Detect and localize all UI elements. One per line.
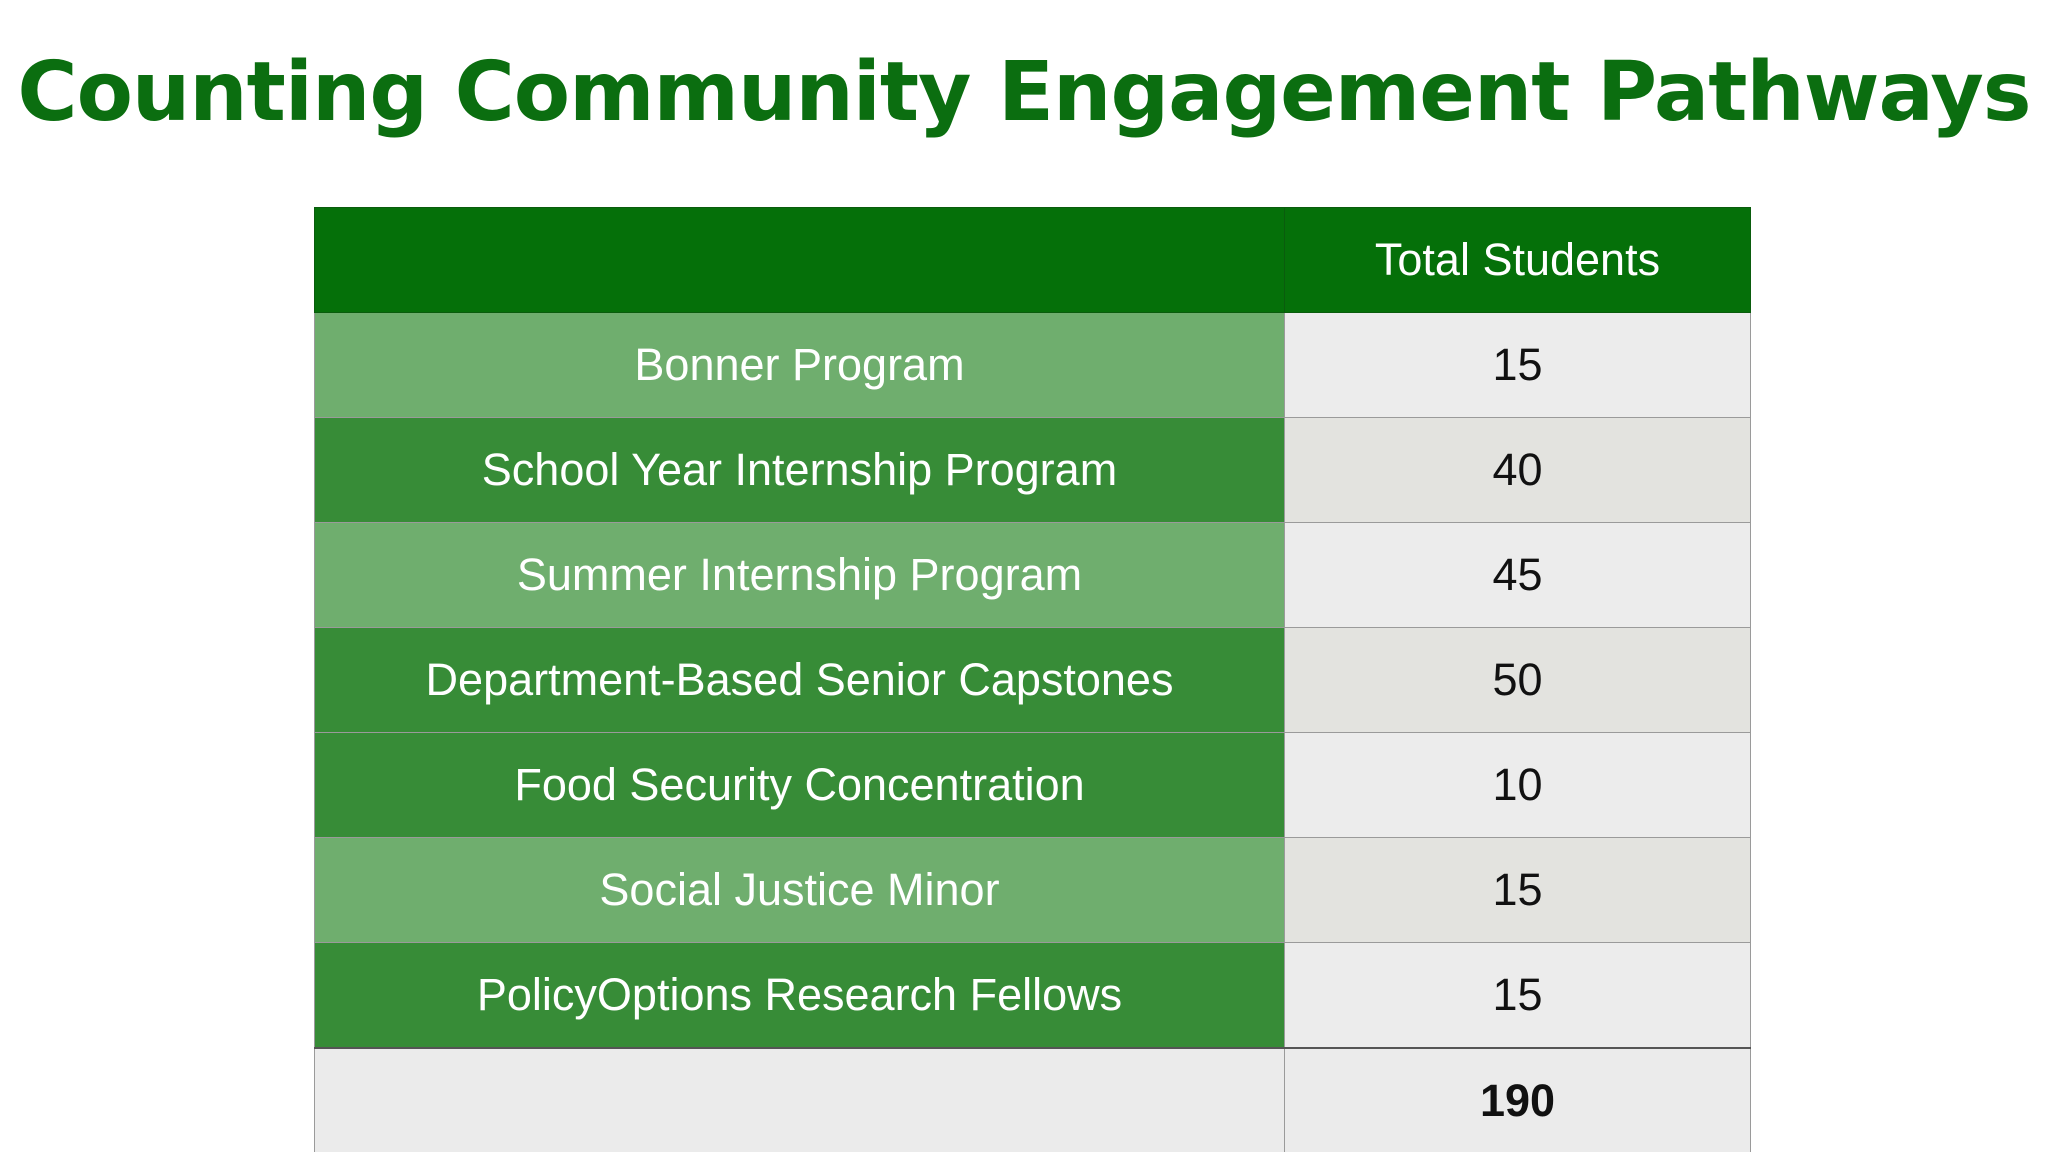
table-row: Department-Based Senior Capstones 50: [314, 627, 1751, 733]
table-row: PolicyOptions Research Fellows 15: [314, 942, 1751, 1049]
program-name: PolicyOptions Research Fellows: [314, 942, 1285, 1049]
table-row: Summer Internship Program 45: [314, 522, 1751, 628]
program-name: Summer Internship Program: [314, 522, 1285, 628]
table-row: Food Security Concentration 10: [314, 732, 1751, 838]
engagement-table: Total Students Bonner Program 15 School …: [314, 207, 1751, 1152]
student-count: 15: [1284, 312, 1751, 418]
program-name: Food Security Concentration: [314, 732, 1285, 838]
student-count: 15: [1284, 837, 1751, 943]
table-row: Social Justice Minor 15: [314, 837, 1751, 943]
table-header-row: Total Students: [314, 207, 1751, 313]
student-count: 40: [1284, 417, 1751, 523]
table-row: Bonner Program 15: [314, 312, 1751, 418]
page-title: Counting Community Engagement Pathways: [17, 45, 2031, 140]
program-name: School Year Internship Program: [314, 417, 1285, 523]
student-count: 15: [1284, 942, 1751, 1049]
total-row: 190: [314, 1047, 1751, 1152]
header-total-students: Total Students: [1284, 207, 1751, 313]
total-student-count: 190: [1284, 1047, 1751, 1152]
total-label-cell: [314, 1047, 1285, 1152]
student-count: 45: [1284, 522, 1751, 628]
student-count: 10: [1284, 732, 1751, 838]
program-name: Department-Based Senior Capstones: [314, 627, 1285, 733]
header-program-cell: [314, 207, 1285, 313]
student-count: 50: [1284, 627, 1751, 733]
program-name: Social Justice Minor: [314, 837, 1285, 943]
program-name: Bonner Program: [314, 312, 1285, 418]
table-row: School Year Internship Program 40: [314, 417, 1751, 523]
